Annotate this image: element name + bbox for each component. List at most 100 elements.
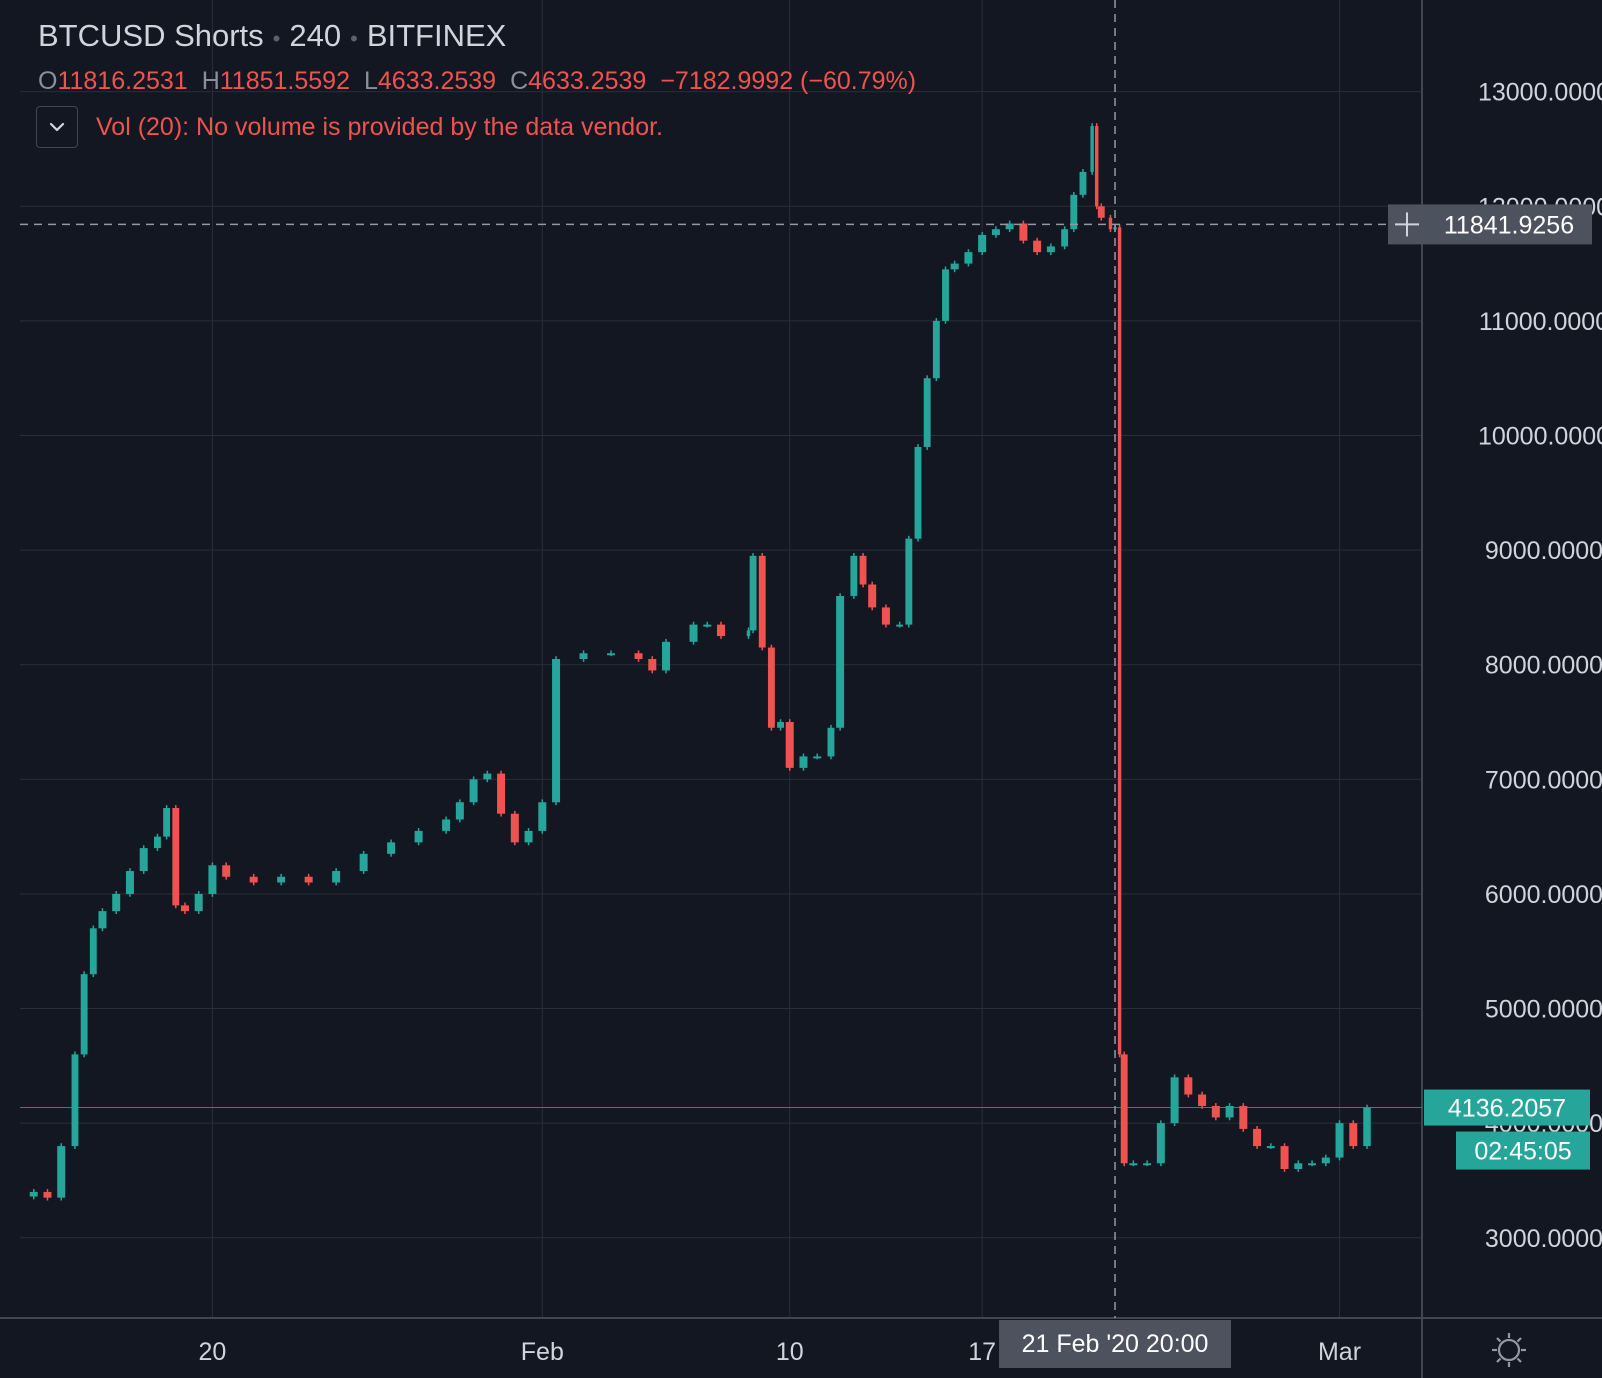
chevron-down-icon: [49, 122, 65, 132]
candlestick-series: [29, 123, 1371, 1201]
candle-body: [648, 659, 657, 671]
candle-body: [914, 446, 922, 539]
candle-body: [758, 555, 766, 648]
ohlc-values: O11816.2531 H11851.5592 L4633.2539 C4633.25…: [38, 63, 930, 99]
candle-body: [932, 320, 940, 379]
y-tick-label: 13000.0000: [1478, 79, 1602, 107]
high-key: H: [201, 67, 220, 95]
gear-icon-tooth: [1496, 1337, 1502, 1343]
candle-body: [1046, 246, 1055, 253]
candle-body: [497, 773, 506, 814]
candle-body: [172, 807, 180, 906]
candle-body: [785, 722, 794, 768]
candle-body: [1211, 1105, 1220, 1118]
candle-body: [89, 928, 97, 975]
candle-body: [868, 584, 877, 608]
collapse-legend-button[interactable]: [36, 106, 78, 148]
last-price-label: 4136.2057: [1448, 1095, 1566, 1123]
low-key: L: [363, 67, 378, 95]
candle-body: [80, 974, 88, 1055]
gear-icon-tooth: [1496, 1357, 1502, 1363]
candle-body: [125, 871, 134, 894]
candle-body: [1184, 1077, 1193, 1095]
crosshair-price-box: [1426, 204, 1592, 245]
candle-body: [1061, 229, 1069, 247]
candle-body: [387, 842, 396, 854]
plus-icon: [1395, 212, 1419, 237]
exchange-label: BITFINEX: [366, 18, 507, 53]
candle-body: [139, 848, 148, 872]
candle-body: [850, 555, 858, 596]
open-value: 11816.2531: [57, 67, 188, 95]
low-value: 4633.2539: [377, 67, 497, 95]
open-key: O: [38, 67, 58, 95]
candle-body: [483, 773, 492, 780]
gear-icon: [1492, 1333, 1526, 1367]
candle-body: [1280, 1146, 1289, 1170]
candle-body: [1005, 223, 1014, 230]
candle-body: [717, 624, 725, 637]
candle-body: [469, 779, 478, 803]
candle-body: [359, 853, 368, 872]
gear-icon-ring: [1497, 1338, 1521, 1362]
overlays: 4136.2057 02:45:05 11841.9256 21 Feb '20 20…: [20, 0, 1592, 1368]
candle-body: [634, 653, 643, 659]
change-value: −7182.9992 (−60.79%): [660, 67, 917, 95]
candle-body: [1070, 194, 1078, 230]
candle-body: [29, 1191, 38, 1197]
candle-body: [767, 647, 775, 728]
candle-body: [1097, 206, 1105, 218]
symbol-title: BTCUSD Shorts • 240 • BITFINEX: [38, 14, 930, 61]
x-tick-label: Feb: [521, 1338, 564, 1366]
candle-body: [1094, 126, 1099, 207]
candle-body: [827, 727, 835, 757]
candle-body: [249, 876, 258, 883]
separator-dot: •: [272, 26, 281, 51]
candle-body: [991, 229, 1000, 235]
y-tick-label: 9000.0000: [1485, 537, 1602, 565]
candle-body: [799, 756, 808, 768]
candle-body: [1239, 1105, 1248, 1129]
candle-body: [859, 555, 867, 585]
candle-body: [332, 871, 341, 883]
candle-body: [746, 630, 751, 637]
y-tick-label: 8000.0000: [1485, 652, 1602, 680]
candle-body: [896, 624, 904, 627]
candle-body: [1156, 1123, 1165, 1164]
candle-body: [71, 1054, 79, 1147]
candle-body: [1120, 1054, 1128, 1164]
candle-body: [1129, 1163, 1138, 1166]
close-key: C: [510, 67, 529, 95]
candle-body: [180, 905, 189, 912]
candle-body: [455, 802, 464, 820]
candle-body: [524, 830, 533, 843]
candle-body: [689, 624, 698, 642]
last-price-label-box: [1424, 1089, 1590, 1126]
interval-label: 240: [289, 18, 342, 53]
candle-body: [222, 865, 231, 877]
candle-body: [1108, 217, 1113, 230]
candle-body: [510, 813, 519, 843]
candle-body: [1253, 1128, 1262, 1147]
candle-body: [552, 659, 561, 803]
symbol-name: BTCUSD Shorts: [38, 18, 264, 53]
x-tick-label: 20: [199, 1338, 227, 1366]
candle-body: [579, 653, 588, 659]
candle-body: [905, 538, 913, 625]
candle-body: [208, 865, 217, 894]
candle-body: [154, 836, 161, 849]
candle-body: [1225, 1105, 1234, 1118]
candle-body: [1090, 126, 1094, 172]
chart-grid: [20, 0, 1422, 1318]
candle-body: [304, 876, 313, 883]
y-tick-label: 10000.0000: [1478, 423, 1602, 451]
candle-body: [1143, 1163, 1152, 1166]
candle-body: [923, 378, 931, 447]
candle-body: [950, 263, 959, 270]
candle-body: [777, 722, 784, 728]
gear-icon-tooth: [1516, 1337, 1522, 1343]
y-tick-label: 7000.0000: [1485, 766, 1602, 794]
y-tick-label: 5000.0000: [1485, 996, 1602, 1024]
candle-body: [442, 819, 451, 831]
